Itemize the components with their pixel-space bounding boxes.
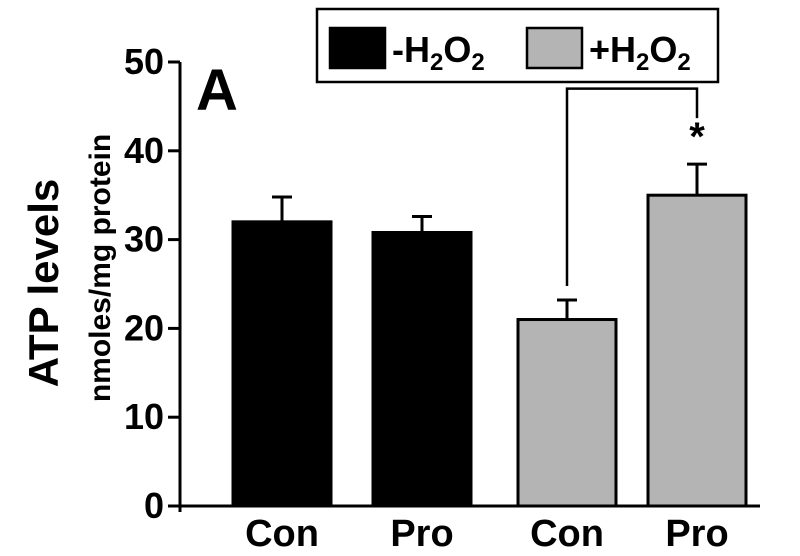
legend-text: O xyxy=(443,29,471,70)
y-tick-label: 50 xyxy=(124,41,164,82)
x-axis: Con Pro Con Pro xyxy=(180,504,760,555)
legend-swatch xyxy=(525,26,584,70)
legend-subscript: 2 xyxy=(636,49,649,76)
legend-label: +H2O2 xyxy=(589,29,691,76)
y-tick-label: 0 xyxy=(144,485,164,526)
legend-text: O xyxy=(649,29,677,70)
y-tick-label: 20 xyxy=(124,307,164,348)
y-axis: 0 10 20 30 40 50 xyxy=(124,41,182,526)
legend-text: H xyxy=(610,29,636,70)
y-tick-label: 30 xyxy=(124,219,164,260)
legend-subscript: 2 xyxy=(471,49,484,76)
legend-box xyxy=(315,7,720,84)
legend-subscript: 2 xyxy=(677,49,690,76)
x-tick-label: Pro xyxy=(390,513,453,555)
bar-2 xyxy=(371,230,473,508)
significance-annotation: * xyxy=(565,87,705,286)
legend-text: + xyxy=(589,29,610,70)
y-tick-label: 10 xyxy=(124,396,164,437)
bar-4 xyxy=(646,193,748,508)
bars xyxy=(231,162,748,508)
y-axis-label: ATP levels xyxy=(20,179,67,388)
y-axis-unit-label: nmoles/mg protein xyxy=(84,134,117,402)
x-tick-label: Pro xyxy=(665,513,728,555)
bar-1 xyxy=(231,220,333,508)
significance-bracket xyxy=(565,87,699,286)
legend-text: H xyxy=(404,29,430,70)
y-axis-title: ATP levels nmoles/mg protein xyxy=(20,134,117,402)
x-tick-label: Con xyxy=(530,513,604,555)
significance-marker: * xyxy=(689,115,705,159)
legend-swatch xyxy=(328,26,387,70)
legend-label: -H2O2 xyxy=(392,29,485,76)
y-tick-label: 40 xyxy=(124,130,164,171)
legend-subscript: 2 xyxy=(430,49,443,76)
legend: -H2O2 +H2O2 xyxy=(315,7,720,84)
bar-3 xyxy=(516,318,618,508)
legend-text: - xyxy=(392,29,404,70)
x-tick-label: Con xyxy=(245,513,319,555)
panel-label: A xyxy=(196,58,238,123)
